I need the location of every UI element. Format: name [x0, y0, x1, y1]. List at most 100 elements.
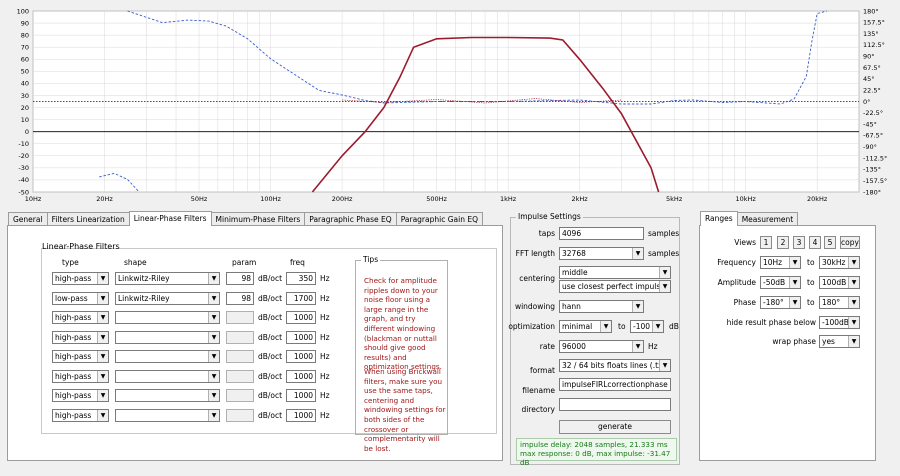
- centering-mode-select[interactable]: use closest perfect impulse ▼: [559, 280, 671, 293]
- directory-field[interactable]: [559, 398, 671, 411]
- chevron-down-icon: ▼: [789, 277, 800, 288]
- chevron-down-icon: ▼: [208, 273, 219, 284]
- rate-select[interactable]: 96000 ▼: [559, 340, 644, 353]
- filter-freq-field[interactable]: 1700: [286, 292, 316, 305]
- view-4-button[interactable]: 4: [809, 236, 821, 249]
- chevron-down-icon: ▼: [848, 277, 859, 288]
- tab-ranges[interactable]: Ranges: [700, 211, 738, 226]
- frequency-to-select[interactable]: 30kHz ▼: [819, 256, 860, 269]
- filter-type-select[interactable]: high-pass ▼: [52, 272, 109, 285]
- frequency-response-graph[interactable]: 1009080706050403020100-10-20-30-40-50180…: [0, 0, 900, 208]
- phase-from-select[interactable]: -180° ▼: [760, 296, 801, 309]
- centering-select[interactable]: middle ▼: [559, 266, 671, 279]
- filter-shape-select[interactable]: ▼: [115, 331, 220, 344]
- optimization-select[interactable]: minimal ▼: [559, 320, 612, 333]
- filter-shape-select[interactable]: Linkwitz-Riley ▼: [115, 292, 220, 305]
- tab-linear-phase-filters[interactable]: Linear-Phase Filters: [128, 211, 212, 226]
- phase-curve-fragment: [99, 172, 140, 193]
- format-select[interactable]: 32 / 64 bits floats lines (.txt) ▼: [559, 359, 671, 372]
- filter-shape-select[interactable]: ▼: [115, 311, 220, 324]
- filter-shape-value: Linkwitz-Riley: [118, 294, 170, 303]
- wrap-phase-value: yes: [822, 337, 835, 346]
- fft-length-select[interactable]: 32768 ▼: [559, 247, 644, 260]
- phase-curve: [127, 10, 828, 105]
- filter-freq-field[interactable]: 350: [286, 272, 316, 285]
- filter-type-select[interactable]: high-pass ▼: [52, 409, 109, 422]
- right-tab-bar: Ranges Measurement: [700, 211, 799, 227]
- filter-type-select[interactable]: high-pass ▼: [52, 331, 109, 344]
- filename-field[interactable]: impulseFIRLcorrectionphase: [559, 378, 671, 391]
- filename-label: filename: [522, 386, 555, 395]
- header-type: type: [62, 258, 79, 267]
- dboct-unit: dB/oct: [258, 313, 283, 322]
- filter-param-field[interactable]: [226, 370, 254, 383]
- taps-field[interactable]: 4096: [559, 227, 644, 240]
- amplitude-to-value: 100dB: [822, 278, 847, 287]
- filter-type-select[interactable]: high-pass ▼: [52, 389, 109, 402]
- filter-shape-select[interactable]: ▼: [115, 350, 220, 363]
- filter-freq-field[interactable]: 1000: [286, 370, 316, 383]
- data-series: [33, 10, 859, 193]
- filter-param-field[interactable]: 98: [226, 272, 254, 285]
- windowing-select[interactable]: hann ▼: [559, 300, 644, 313]
- rate-unit: Hz: [648, 342, 658, 351]
- tips-title: Tips: [361, 255, 381, 264]
- chevron-down-icon: ▼: [659, 360, 670, 371]
- filter-shape-select[interactable]: ▼: [115, 409, 220, 422]
- filter-shape-select[interactable]: Linkwitz-Riley ▼: [115, 272, 220, 285]
- filter-type-select[interactable]: low-pass ▼: [52, 292, 109, 305]
- chevron-down-icon: ▼: [208, 332, 219, 343]
- filter-type-value: low-pass: [55, 294, 88, 303]
- y-tick-label: -40: [18, 176, 29, 184]
- header-shape: shape: [124, 258, 147, 267]
- impulse-delay-text: impulse delay: 2048 samples, 21.333 ms: [520, 440, 668, 449]
- optimization-db-unit: dB: [669, 322, 679, 331]
- optimization-to-label: to: [618, 322, 626, 331]
- chevron-down-icon: ▼: [97, 332, 108, 343]
- frequency-label: Frequency: [717, 258, 756, 267]
- amplitude-to-select[interactable]: 100dB ▼: [819, 276, 860, 289]
- filter-param-field[interactable]: [226, 331, 254, 344]
- generate-button[interactable]: generate: [559, 420, 671, 434]
- y-tick-label: 40: [21, 80, 29, 88]
- amplitude-from-select[interactable]: -50dB ▼: [760, 276, 801, 289]
- view-5-button[interactable]: 5: [824, 236, 836, 249]
- x-tick-label: 20kHz: [807, 195, 828, 203]
- chevron-down-icon: ▼: [848, 336, 859, 347]
- hz-unit: Hz: [320, 333, 330, 342]
- chevron-down-icon: ▼: [97, 351, 108, 362]
- frequency-from-value: 10Hz: [763, 258, 783, 267]
- copy-view-button[interactable]: copy: [840, 236, 860, 249]
- x-tick-label: 100Hz: [260, 195, 281, 203]
- filter-type-select[interactable]: high-pass ▼: [52, 350, 109, 363]
- filter-type-select[interactable]: high-pass ▼: [52, 370, 109, 383]
- frequency-from-select[interactable]: 10Hz ▼: [760, 256, 801, 269]
- filter-type-select[interactable]: high-pass ▼: [52, 311, 109, 324]
- view-1-button[interactable]: 1: [760, 236, 772, 249]
- filter-freq-field[interactable]: 1000: [286, 331, 316, 344]
- tab-paragraphic-gain-eq[interactable]: Paragraphic Gain EQ: [395, 212, 483, 227]
- view-2-button[interactable]: 2: [777, 236, 789, 249]
- filter-param-field[interactable]: 98: [226, 292, 254, 305]
- wrap-phase-select[interactable]: yes ▼: [819, 335, 860, 348]
- phase-to-select[interactable]: 180° ▼: [819, 296, 860, 309]
- filter-param-field[interactable]: [226, 409, 254, 422]
- hide-phase-select[interactable]: -100dB ▼: [819, 316, 860, 329]
- filter-param-field[interactable]: [226, 311, 254, 324]
- filter-freq-field[interactable]: 1000: [286, 389, 316, 402]
- filter-shape-select[interactable]: ▼: [115, 389, 220, 402]
- chevron-down-icon: ▼: [789, 297, 800, 308]
- chevron-down-icon: ▼: [97, 390, 108, 401]
- phase-tick-label: 45°: [863, 75, 875, 83]
- optimization-db-select[interactable]: -100 ▼: [630, 320, 664, 333]
- view-3-button[interactable]: 3: [793, 236, 805, 249]
- fft-length-value: 32768: [562, 249, 586, 258]
- phase-tick-label: 135°: [863, 30, 879, 38]
- filter-freq-field[interactable]: 1000: [286, 311, 316, 324]
- filter-shape-select[interactable]: ▼: [115, 370, 220, 383]
- filter-param-field[interactable]: [226, 389, 254, 402]
- filter-freq-field[interactable]: 1000: [286, 409, 316, 422]
- filter-type-value: high-pass: [55, 391, 92, 400]
- filter-param-field[interactable]: [226, 350, 254, 363]
- filter-freq-field[interactable]: 1000: [286, 350, 316, 363]
